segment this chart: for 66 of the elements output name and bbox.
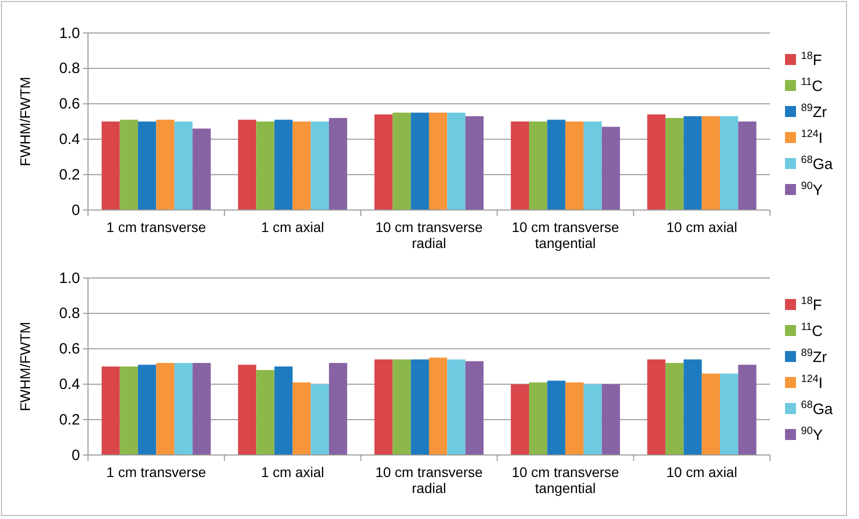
bar	[547, 380, 566, 455]
y-tick-label: 0.4	[59, 131, 80, 148]
bar	[120, 366, 138, 455]
y-tick-label: 0.4	[59, 376, 80, 393]
y-tick-label: 0.6	[59, 96, 80, 113]
y-axis-title: FWHM/FWTM	[17, 322, 33, 412]
bar	[138, 364, 156, 455]
bar	[738, 364, 756, 455]
bar	[447, 359, 466, 455]
x-tick-label: 10 cm transverse tangential	[512, 219, 620, 252]
bar	[510, 384, 530, 455]
bar	[410, 359, 429, 455]
bar	[192, 362, 211, 455]
bar	[374, 359, 393, 455]
y-tick-label: 0.6	[59, 340, 80, 358]
legend-label: $^{124}$I	[801, 128, 823, 147]
legend-label: $^{124}$I	[801, 373, 823, 392]
legend-label: $^{11}$C	[801, 321, 823, 340]
y-axis-title: FWHM/FWTM	[17, 76, 33, 166]
bar	[665, 362, 684, 455]
legend-label: $^{68}$Ga	[801, 399, 834, 418]
bar	[720, 374, 738, 455]
legend-label: $^{90}$Y	[801, 180, 823, 199]
bar	[584, 384, 602, 455]
bar	[565, 382, 584, 455]
bar	[328, 362, 348, 455]
x-tick-label: 10 cm transverse tangential	[512, 464, 620, 496]
x-tick-label: 1 cm axial	[261, 219, 324, 235]
bar	[684, 359, 702, 455]
bar	[702, 374, 720, 455]
bar	[292, 382, 311, 455]
x-tick-label: 1 cm axial	[261, 464, 324, 480]
y-tick-label: 0	[72, 202, 80, 219]
x-tick-label: 10 cm axial	[666, 464, 738, 480]
bar	[174, 362, 193, 455]
legend-label: $^{89}$Zr	[801, 347, 827, 366]
y-tick-label: 0.2	[59, 166, 80, 184]
bar	[256, 370, 274, 455]
y-tick-label: 0	[72, 446, 80, 464]
bar	[274, 366, 293, 455]
y-tick-label: 0.8	[59, 305, 80, 322]
x-tick-label: 1 cm transverse	[106, 219, 206, 235]
bar	[429, 358, 448, 455]
bar	[156, 362, 174, 455]
x-tick-label: 1 cm transverse	[106, 464, 206, 480]
legend-label: $^{89}$Zr	[801, 102, 827, 121]
y-tick-label: 1.0	[59, 270, 80, 287]
bar	[392, 359, 411, 455]
legend-label: $^{68}$Ga	[801, 154, 834, 173]
legend-label: $^{18}$F	[801, 50, 822, 69]
x-tick-label: 10 cm transverse radial	[375, 219, 483, 252]
x-tick-label: 10 cm transverse radial	[375, 464, 483, 496]
y-tick-label: 0.8	[59, 60, 80, 78]
legend-label: $^{90}$Y	[801, 425, 823, 444]
bar	[529, 382, 548, 455]
bar	[310, 384, 329, 455]
bar	[465, 361, 484, 455]
y-tick-label: 1.0	[59, 24, 80, 42]
bar	[647, 359, 666, 455]
bar	[102, 366, 120, 455]
bar	[238, 364, 256, 455]
legend-label: $^{18}$F	[801, 295, 822, 314]
y-tick-label: 0.2	[59, 411, 80, 428]
x-tick-label: 10 cm axial	[666, 219, 738, 235]
legend-label: $^{11}$C	[801, 76, 823, 95]
bar	[602, 384, 620, 455]
